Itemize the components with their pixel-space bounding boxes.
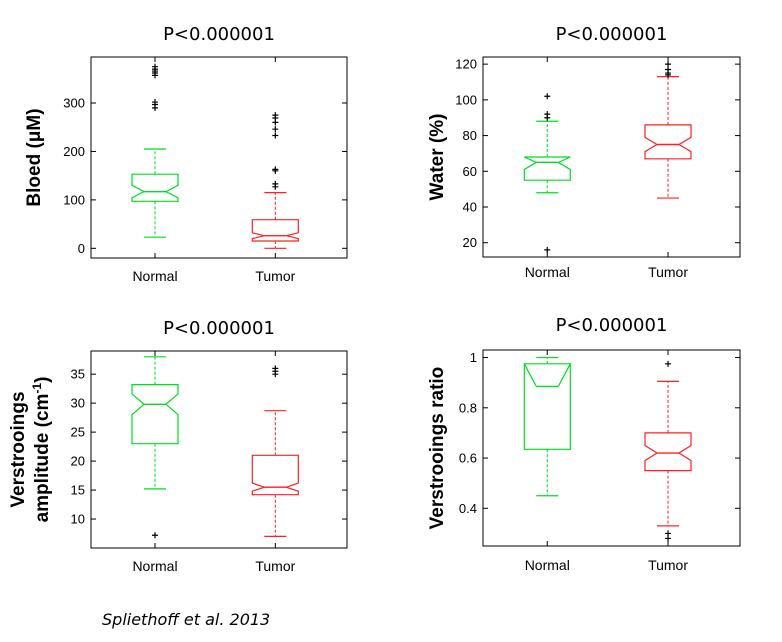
category-label: Normal (525, 557, 570, 573)
outlier-point (152, 63, 158, 70)
box-body (644, 432, 692, 472)
outlier-point (152, 532, 158, 539)
box-body (644, 124, 692, 160)
outlier-point (272, 180, 279, 187)
category-label: Normal (132, 268, 177, 284)
outlier-point (665, 530, 672, 537)
y-tick-label: 100 (63, 192, 85, 207)
box-tumor (644, 61, 692, 199)
axes-frame (482, 349, 741, 547)
y-tick-label: 120 (455, 57, 477, 72)
box-body (131, 173, 179, 202)
y-tick-label: 25 (71, 425, 85, 440)
box-tumor (644, 360, 692, 542)
outlier-point (665, 535, 672, 542)
category-label: Normal (525, 264, 570, 280)
category-label: Tumor (648, 557, 688, 573)
outlier-point (665, 61, 672, 68)
category-label: Tumor (255, 268, 295, 284)
y-tick-label: 200 (63, 144, 85, 159)
outlier-point (272, 365, 279, 372)
y-tick-label: 0.6 (459, 451, 477, 466)
category-label: Tumor (648, 264, 688, 280)
panel-title: P<0.000001 (556, 24, 668, 45)
outlier-point (544, 111, 551, 118)
y-axis-label: Water (%) (427, 114, 448, 201)
box-tumor (251, 365, 299, 538)
y-axis-label: Bloed (μM) (24, 108, 45, 206)
box-normal (131, 356, 179, 539)
box-tumor (251, 112, 299, 249)
y-tick-label: 15 (71, 483, 85, 498)
y-tick-label: 10 (71, 512, 85, 527)
panel-title: P<0.000001 (163, 318, 275, 339)
y-tick-label: 0.4 (459, 501, 477, 516)
y-axis-label: Verstrooings amplitude (cm-1) (8, 377, 53, 523)
outlier-point (272, 132, 279, 139)
y-tick-label: 80 (463, 128, 477, 143)
outlier-point (544, 246, 551, 253)
panel-title: P<0.000001 (163, 24, 275, 45)
outlier-point (272, 166, 279, 173)
box-normal (131, 63, 179, 238)
outlier-point (665, 66, 672, 73)
outlier-point (272, 112, 279, 119)
box-normal (523, 356, 572, 497)
panel-4: P<0.000001 0.4 0.6 0.8 1 Normal Tumor Verstrooi… (427, 315, 741, 573)
y-tick-label: 0.8 (459, 400, 477, 415)
panel-title: P<0.000001 (556, 315, 668, 336)
box-normal (523, 93, 571, 253)
panel-3: P<0.000001 10 15 20 25 30 35 Normal Tumor Verstro… (8, 318, 348, 574)
y-tick-label: 100 (455, 92, 477, 107)
y-tick-label: 60 (463, 164, 477, 179)
box-body (251, 219, 299, 242)
outlier-point (272, 126, 279, 133)
panel-2: P<0.000001 20 40 60 80 100 120 Normal Tumor Water… (427, 24, 741, 280)
y-tick-label: 300 (63, 96, 85, 111)
citation: Spliethoff et al. 2013 (102, 610, 271, 629)
axes-frame (90, 350, 348, 549)
y-tick-label: 20 (463, 235, 477, 250)
box-body (131, 384, 179, 445)
box-body (523, 156, 571, 181)
y-tick-label: 35 (71, 367, 85, 382)
category-label: Normal (132, 558, 177, 574)
box-body (523, 363, 572, 450)
y-tick-label: 1 (470, 350, 477, 365)
panel-1: P<0.000001 0 100 200 300 Normal Tumor Bloed (μM… (24, 24, 348, 284)
category-label: Tumor (255, 558, 295, 574)
y-tick-label: 20 (71, 454, 85, 469)
y-tick-label: 40 (463, 200, 477, 215)
axes-frame (482, 56, 741, 258)
box-body (251, 454, 299, 496)
y-tick-label: 0 (78, 241, 85, 256)
y-axis-label: Verstrooings ratio (427, 367, 448, 530)
y-tick-label: 30 (71, 396, 85, 411)
outlier-point (665, 360, 672, 367)
outlier-point (544, 93, 551, 100)
axes-frame (90, 56, 348, 259)
outlier-point (152, 99, 158, 106)
